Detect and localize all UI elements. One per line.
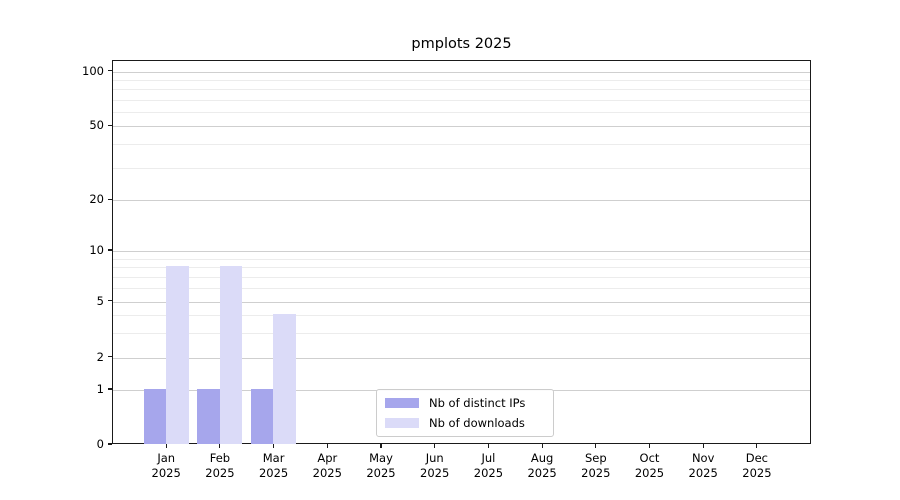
x-tick-label: Feb 2025 [205,451,235,480]
major-gridline [113,71,810,73]
x-tick-label: Nov 2025 [688,451,718,480]
bar-distinct-ips-jan [143,388,166,444]
minor-gridline [113,79,810,81]
x-tick-label: Oct 2025 [634,451,665,480]
minor-gridline [113,332,810,334]
minor-gridline [113,277,810,279]
y-tick-label: 100 [82,63,104,78]
y-tick-label: 2 [96,349,104,364]
x-tick-mark [756,444,758,448]
x-tick-label: Dec 2025 [742,451,772,480]
x-tick-label: May 2025 [366,451,396,480]
major-gridline [113,301,810,303]
major-gridline [113,357,810,359]
y-tick-label: 0 [96,437,104,451]
y-tick-mark [108,388,112,390]
y-tick-label: 5 [96,293,104,308]
legend-swatch-distinct-ips-icon [385,397,419,409]
minor-gridline [113,288,810,290]
minor-gridline [113,99,810,101]
minor-gridline [113,89,810,91]
x-tick-mark [219,444,221,448]
x-tick-mark [380,444,382,448]
y-tick-mark [108,249,112,251]
x-tick-label: Jan 2025 [151,451,181,480]
y-tick-mark [108,124,112,126]
y-tick-label: 20 [89,192,104,207]
y-tick-mark [108,443,112,445]
bar-downloads-jan [166,266,189,444]
legend-item-downloads: Nb of downloads [385,415,545,432]
y-tick-label: 50 [89,118,104,133]
bar-downloads-feb [219,266,243,444]
legend-item-distinct-ips: Nb of distinct IPs [385,395,545,412]
minor-gridline [113,144,810,146]
y-tick-mark [108,70,112,72]
bar-distinct-ips-feb [197,388,220,444]
x-tick-label: Jun 2025 [420,451,450,480]
x-tick-mark [541,444,543,448]
plot-area [112,60,811,444]
x-tick-mark [595,444,597,448]
major-gridline [113,126,810,128]
x-tick-mark [648,444,651,448]
minor-gridline [113,258,810,260]
x-tick-label: Aug 2025 [527,451,557,480]
y-tick-mark [108,300,112,302]
y-tick-label: 1 [96,382,104,396]
x-tick-label: Sep 2025 [581,451,611,480]
legend: Nb of distinct IPs Nb of downloads [376,389,554,437]
major-gridline [113,251,810,252]
x-tick-mark [326,444,328,448]
x-tick-mark [434,444,436,448]
x-tick-mark [487,444,489,448]
x-tick-mark [273,444,275,448]
minor-gridline [113,267,810,269]
legend-label-downloads: Nb of downloads [429,416,525,430]
minor-gridline [113,167,810,169]
y-tick-label: 10 [89,243,104,257]
major-gridline [113,200,810,202]
legend-swatch-downloads-icon [385,417,419,429]
x-tick-label: Mar 2025 [258,451,289,480]
x-tick-label: Jul 2025 [473,451,504,480]
x-tick-mark [702,444,704,448]
y-tick-mark [108,198,112,200]
minor-gridline [113,111,810,113]
x-tick-mark [165,444,167,448]
x-tick-label: Apr 2025 [312,451,342,480]
bar-downloads-mar [273,314,296,444]
chart-title: pmplots 2025 [411,36,512,52]
legend-label-distinct-ips: Nb of distinct IPs [429,396,526,410]
y-tick-mark [108,356,112,358]
bar-distinct-ips-mar [250,388,274,444]
minor-gridline [113,315,810,317]
